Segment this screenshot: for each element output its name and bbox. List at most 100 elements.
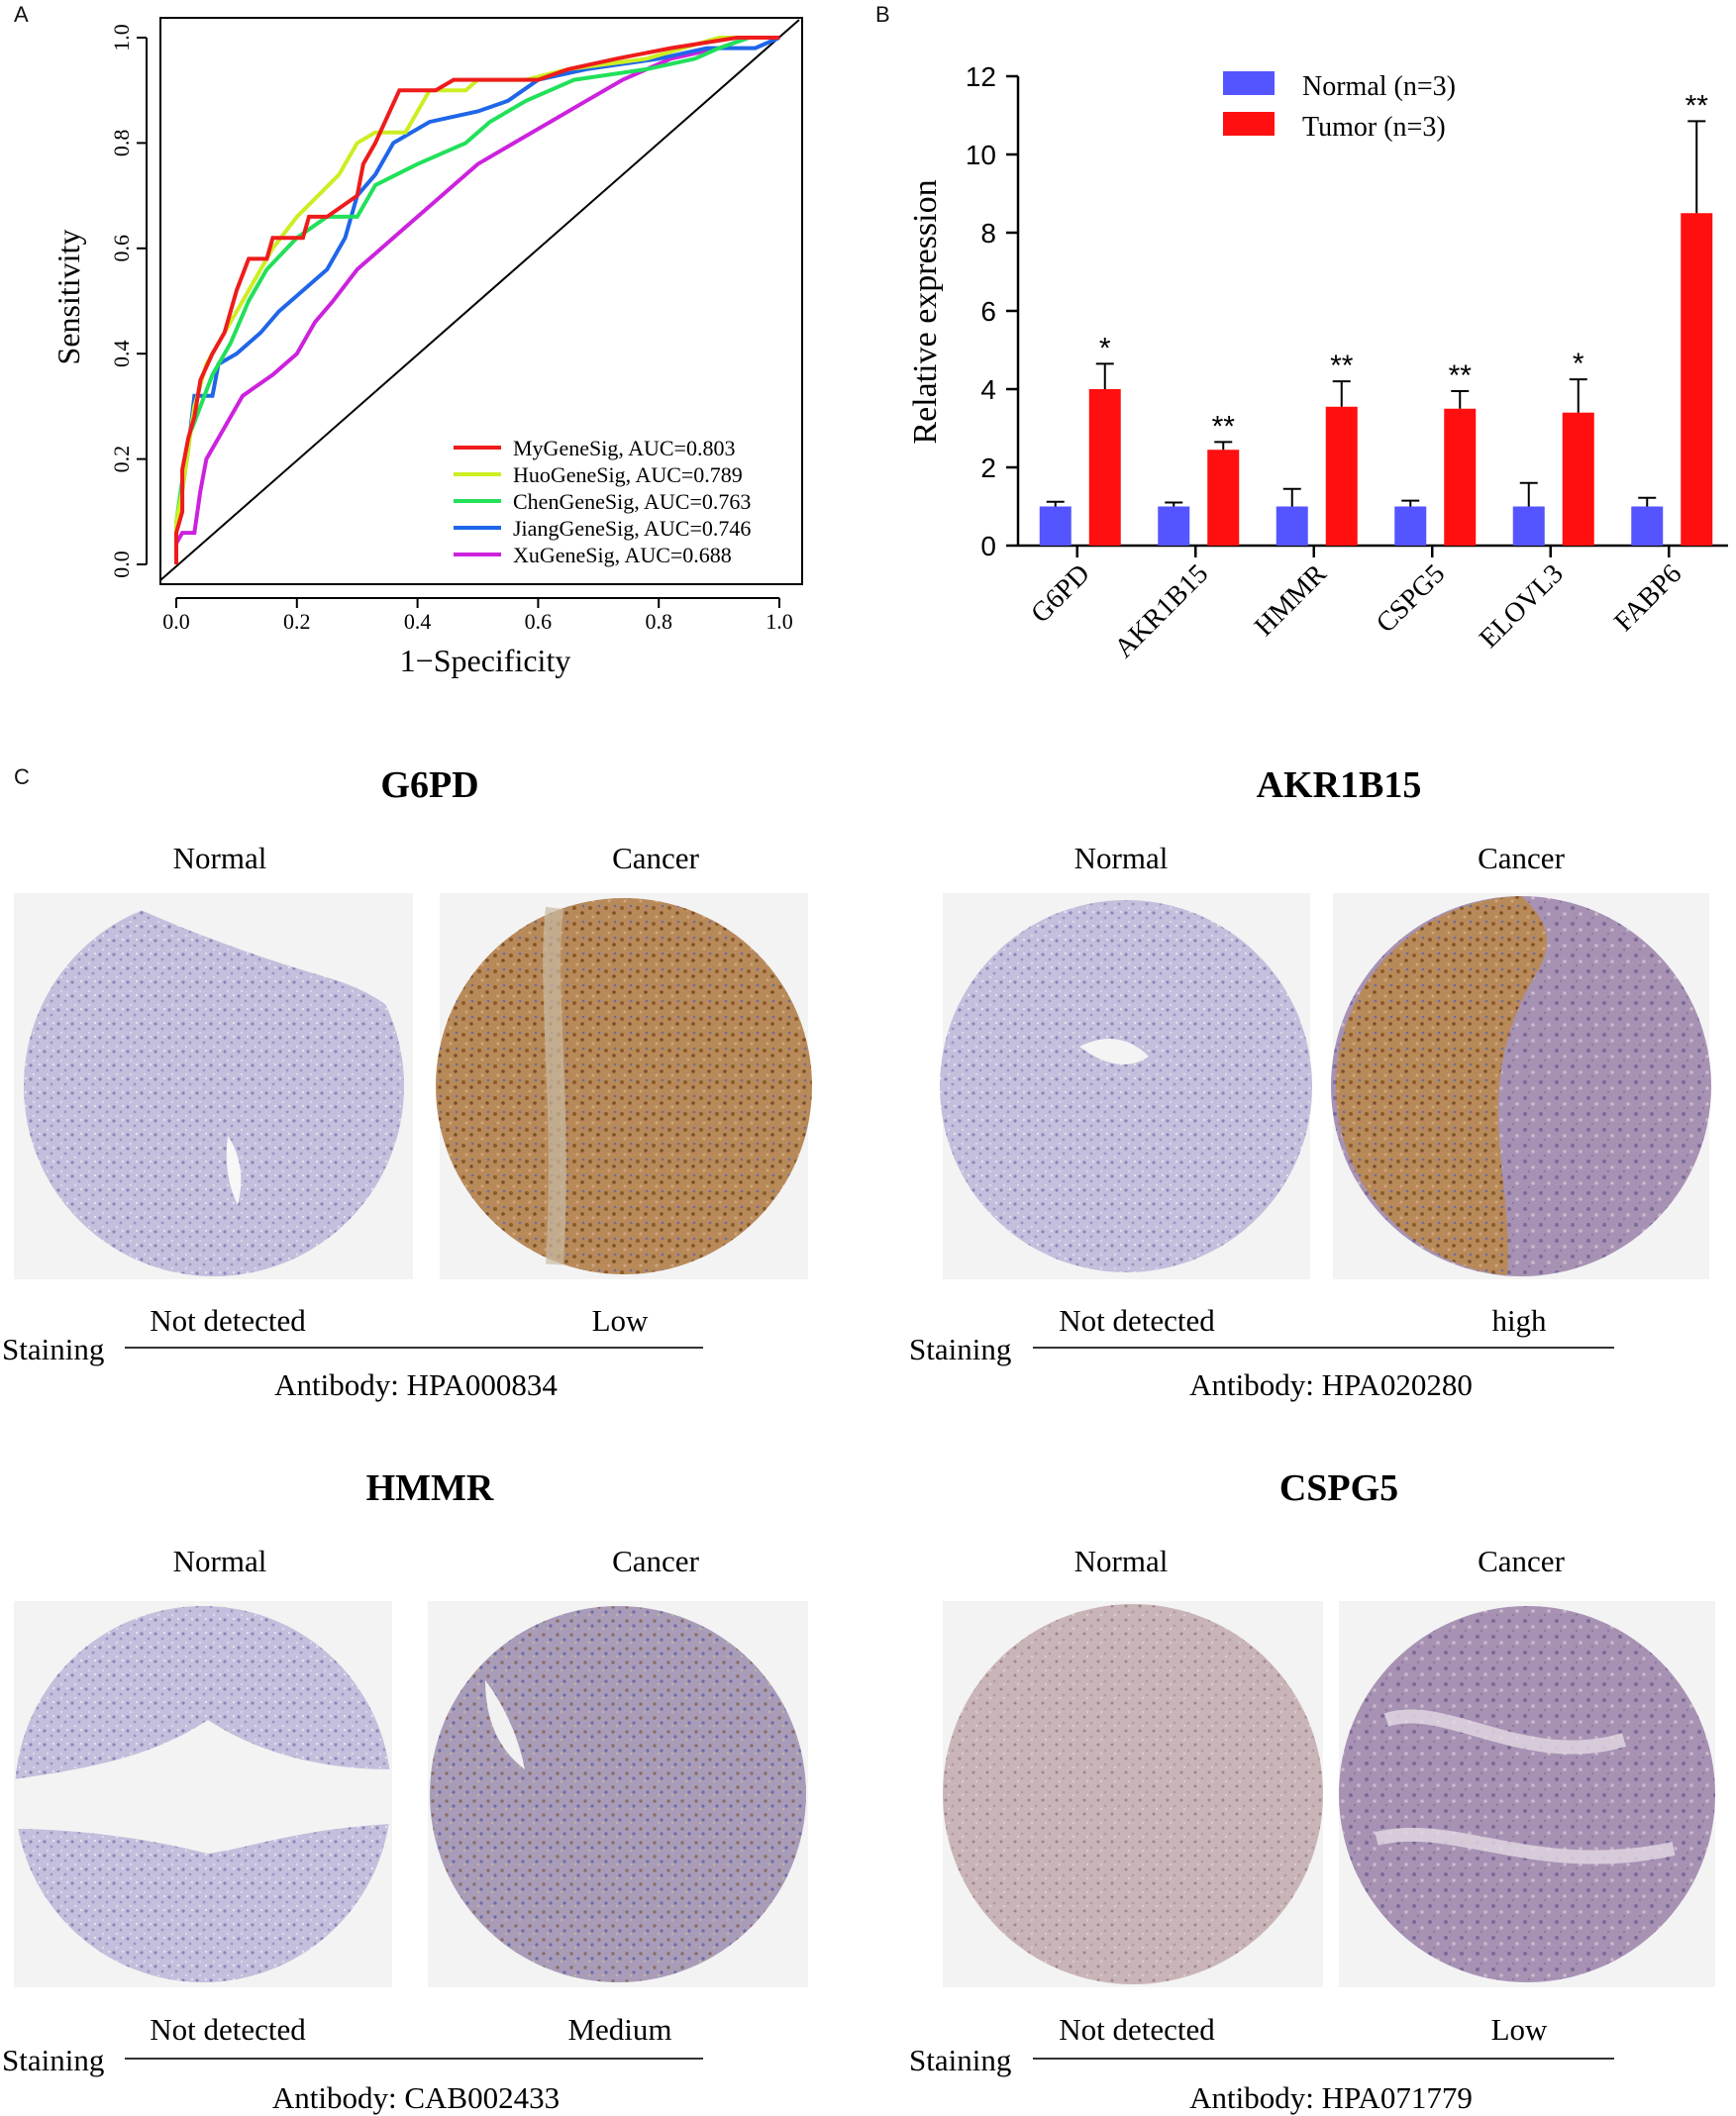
ihc-cancer-level-cspg5: Low [1491,2012,1548,2047]
roc-line-xugenesig [174,36,779,564]
roc-legend-label: ChenGeneSig, AUC=0.763 [513,489,751,514]
bar-y-axis-label: Relative expression [907,179,944,444]
ihc-antibody-g6pd: Antibody: HPA000834 [274,1367,558,1402]
significance-marker: ** [1685,89,1709,122]
ihc-title-akr1b15: AKR1B15 [1257,764,1422,806]
ihc-normal-level-cspg5: Not detected [1059,2012,1215,2047]
ihc-staining-label: Staining [909,1332,1011,1366]
ihc-cancer-level-g6pd: Low [592,1303,649,1338]
significance-marker: * [1573,348,1584,380]
bar-y-tick-label: 0 [980,531,996,561]
roc-x-tick-label: 1.0 [766,609,793,634]
ihc-panel: G6PD AKR1B15 HMMR CSPG5 Normal Cancer No… [2,764,1715,2115]
roc-y-tick-label: 1.0 [109,24,134,51]
roc-line-mygenesig [174,36,779,564]
significance-marker: ** [1330,350,1354,382]
ihc-cancer-header: Cancer [612,1544,699,1578]
bar-y-tick-label: 6 [980,296,996,327]
bar-normal-akr1b15 [1158,506,1190,546]
bar-category-label: ELOVL3 [1474,558,1570,655]
ihc-antibody-cspg5: Antibody: HPA071779 [1189,2080,1473,2115]
roc-x-tick-label: 0.4 [404,609,432,634]
roc-y-tick-label: 0.4 [109,340,134,367]
expression-bar-chart: 0 2 4 6 8 10 12 G6PD AKR1B15 HMMR CSPG5 ELOVL3 FABP6… [907,61,1728,664]
roc-legend-label: JiangGeneSig, AUC=0.746 [513,516,751,541]
ihc-title-cspg5: CSPG5 [1279,1467,1398,1509]
bar-legend: Normal (n=3) Tumor (n=3) [1223,71,1456,143]
ihc-title-g6pd: G6PD [380,764,478,806]
legend-swatch-tumor [1223,112,1275,136]
roc-y-tick-label: 0.8 [109,130,134,157]
bar-y-tick-label: 10 [966,140,996,170]
bar-category-label: AKR1B15 [1109,558,1215,664]
ihc-normal-header: Normal [173,841,267,875]
ihc-image-akr1b15-normal [940,893,1312,1279]
bar-tumor-hmmr [1325,406,1358,546]
roc-x-tick-label: 0.0 [162,609,190,634]
ihc-title-hmmr: HMMR [366,1467,494,1509]
ihc-normal-header: Normal [1074,1544,1169,1578]
roc-plot-frame [159,17,803,585]
significance-marker: ** [1449,359,1473,392]
ihc-cancer-header: Cancer [612,841,699,875]
ihc-normal-level-hmmr: Not detected [150,2012,306,2047]
bar-tumor-g6pd [1088,389,1121,546]
significance-marker: * [1099,332,1111,364]
bar-tumor-fabp6 [1681,213,1713,546]
bar-normal-g6pd [1039,506,1072,546]
ihc-cancer-header: Cancer [1478,841,1565,875]
roc-legend-label: MyGeneSig, AUC=0.803 [513,436,735,460]
ihc-normal-header: Normal [173,1544,267,1578]
bar-normal-cspg5 [1394,506,1427,546]
ihc-cancer-header: Cancer [1478,1544,1565,1578]
bar-y-tick-label: 8 [980,218,996,249]
bar-category-label: FABP6 [1608,558,1687,638]
bar-normal-hmmr [1276,506,1308,546]
legend-label-normal: Normal (n=3) [1302,71,1456,102]
ihc-image-g6pd-normal [14,893,413,1279]
roc-diagonal-line [159,19,800,581]
panel-label-a: A [14,2,29,27]
roc-x-tick-label: 0.6 [525,609,553,634]
legend-label-tumor: Tumor (n=3) [1302,112,1446,143]
bar-y-tick-label: 12 [966,61,996,92]
ihc-image-cspg5-cancer [1339,1601,1715,1987]
panel-label-b: B [875,2,890,27]
roc-line-jianggenesig [174,36,780,564]
roc-y-tick-label: 0.6 [109,235,134,261]
ihc-antibody-hmmr: Antibody: CAB002433 [272,2080,560,2115]
roc-legend-label: XuGeneSig, AUC=0.688 [513,543,732,567]
ihc-staining-label: Staining [2,2043,104,2077]
roc-line-chengenesig [174,36,779,564]
ihc-image-hmmr-normal [14,1601,392,1987]
bar-y-tick-label: 2 [980,453,996,483]
ihc-image-g6pd-cancer [436,893,812,1279]
significance-marker: ** [1212,410,1236,443]
roc-y-tick-label: 0.2 [109,446,134,473]
legend-swatch-normal [1223,71,1275,95]
roc-y-axis-label: Sensitivity [51,230,86,365]
bar-category-label: HMMR [1249,558,1333,643]
ihc-normal-level-g6pd: Not detected [150,1303,306,1338]
roc-x-axis-label: 1−Specificity [400,643,571,678]
ihc-cancer-level-hmmr: Medium [567,2012,671,2047]
roc-x-tick-label: 0.2 [283,609,311,634]
roc-chart: 0.0 0.2 0.4 0.6 0.8 1.0 0.0 0.2 0.4 0.6 0.8 1.0 1−S… [51,17,803,678]
bar-normal-elovl3 [1512,506,1545,546]
panel-label-c: C [14,764,30,789]
bar-tumor-akr1b15 [1207,450,1240,546]
ihc-cancer-level-akr1b15: high [1491,1303,1547,1338]
bar-normal-fabp6 [1631,506,1664,546]
ihc-staining-label: Staining [2,1332,104,1366]
roc-y-tick-label: 0.0 [109,551,134,578]
ihc-image-cspg5-normal [943,1601,1323,1987]
bar-category-label: CSPG5 [1371,558,1451,639]
ihc-normal-level-akr1b15: Not detected [1059,1303,1215,1338]
bar-category-label: G6PD [1025,558,1095,629]
bar-y-tick-label: 4 [980,374,996,405]
ihc-image-akr1b15-cancer [1331,893,1711,1279]
roc-x-tick-label: 0.8 [645,609,672,634]
ihc-staining-label: Staining [909,2043,1011,2077]
ihc-normal-header: Normal [1074,841,1169,875]
